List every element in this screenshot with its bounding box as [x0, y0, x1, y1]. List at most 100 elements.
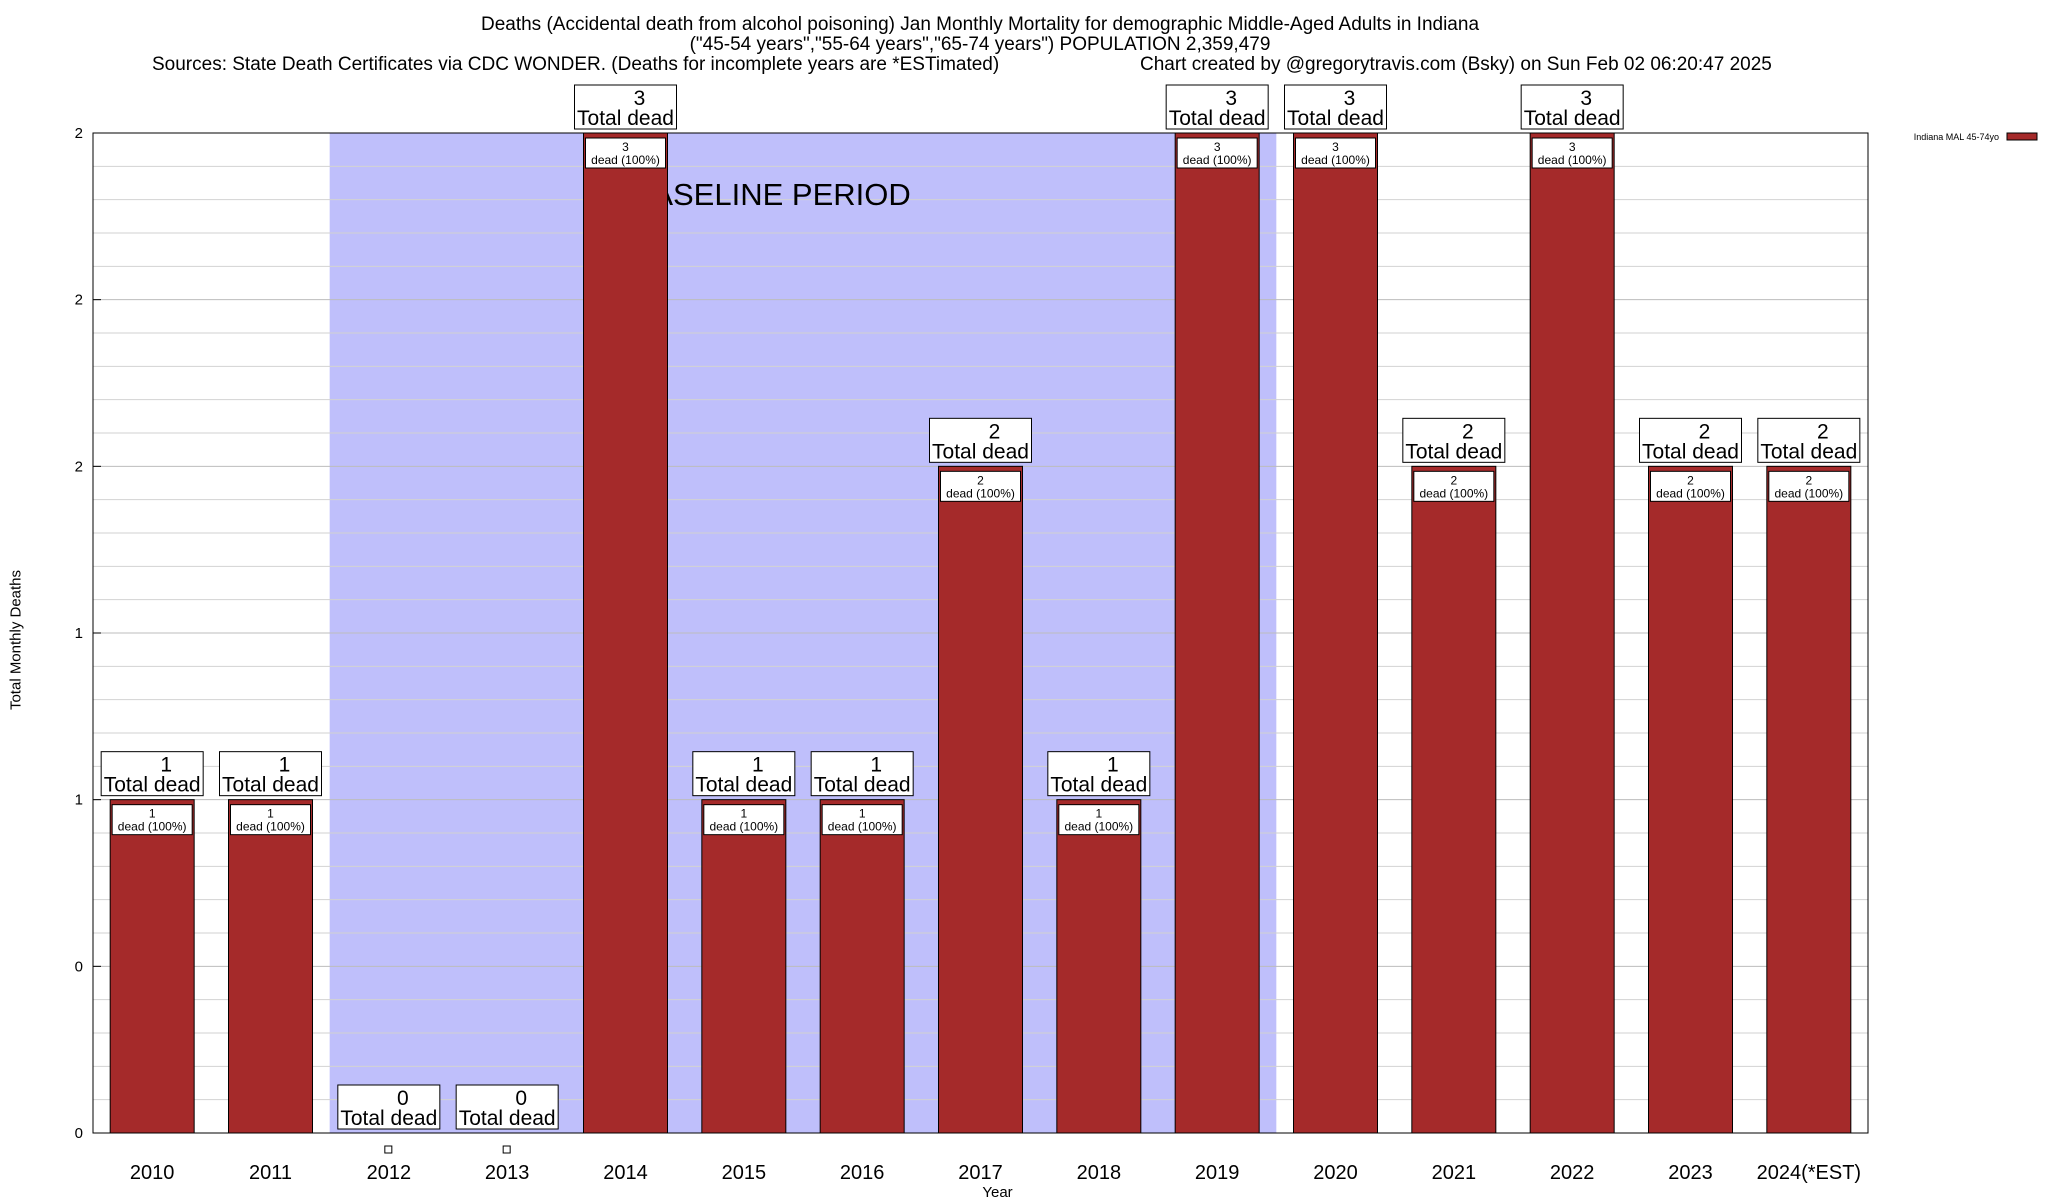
- x-tick-label: 2022: [1550, 1162, 1595, 1184]
- x-tick-label: 2014: [603, 1162, 648, 1184]
- bar-segment-value: 3: [1332, 140, 1339, 154]
- x-tick-label: 2021: [1432, 1162, 1477, 1184]
- total-label: Total dead: [340, 1107, 437, 1130]
- bar-segment-value: 1: [267, 807, 274, 821]
- total-label-box: [1639, 417, 1742, 463]
- bar: [1648, 465, 1733, 1134]
- bar-segment-label: dead (100%): [828, 820, 897, 834]
- bar-segment-label-box: [703, 804, 785, 836]
- x-tick-label: 2010: [130, 1162, 175, 1184]
- total-label-box: [100, 751, 204, 797]
- total-label: Total dead: [104, 774, 201, 797]
- total-label-box: [929, 417, 1032, 463]
- x-tick-label: 2012: [367, 1162, 412, 1184]
- total-value: 0: [515, 1087, 527, 1110]
- bar-segment-value: 1: [859, 807, 866, 821]
- bar-segment-value: 2: [1450, 473, 1457, 487]
- chart-title-line1: Deaths (Accidental death from alcohol po…: [480, 14, 1480, 35]
- total-label: Total dead: [222, 774, 319, 797]
- bar-segment-label: dead (100%): [1064, 820, 1133, 834]
- bar: [228, 799, 313, 1134]
- chart-title-line2: ("45-54 years","55-64 years","65-74 year…: [689, 34, 1271, 55]
- y-tick-label: 1: [75, 625, 83, 642]
- total-label-box: [1165, 84, 1269, 130]
- x-tick-label: 2019: [1195, 1162, 1240, 1184]
- y-axis-label-wrap: Total Monthly Deaths: [4, 560, 28, 720]
- total-label-box: [455, 1084, 559, 1130]
- total-label-box: [692, 751, 796, 797]
- bar-segment-label-box: [111, 804, 193, 836]
- x-tick-label: 2017: [958, 1162, 1003, 1184]
- total-label: Total dead: [695, 774, 792, 797]
- x-tick-label: 2016: [840, 1162, 885, 1184]
- total-label: Total dead: [1169, 107, 1266, 130]
- bar-segment-label: dead (100%): [1774, 486, 1843, 500]
- bar-segment-label-box: [1058, 804, 1140, 836]
- total-label: Total dead: [1405, 440, 1502, 463]
- total-label: Total dead: [932, 440, 1029, 463]
- total-label: Total dead: [1642, 440, 1739, 463]
- legend-swatch: [2006, 132, 2038, 141]
- bar-segment-label: dead (100%): [946, 486, 1015, 500]
- bar: [1293, 132, 1378, 1134]
- y-tick-label: 2: [75, 292, 83, 309]
- y-axis-label: Total Monthly Deaths: [7, 569, 25, 711]
- x-tick-label: 2023: [1668, 1162, 1713, 1184]
- y-tick-label: 1: [75, 792, 83, 809]
- bar-segment-label: dead (100%): [1419, 486, 1488, 500]
- total-value: 1: [752, 754, 764, 777]
- total-value: 1: [160, 754, 172, 777]
- bar-segment-label: dead (100%): [1656, 486, 1725, 500]
- bar-segment-label-box: [230, 804, 311, 836]
- y-tick-label: 2: [75, 458, 83, 475]
- chart-credit: Chart created by @gregorytravis.com (Bsk…: [1140, 54, 1772, 75]
- total-value: 1: [1107, 754, 1119, 777]
- zero-marker: [502, 1145, 511, 1154]
- total-value: 2: [1817, 420, 1829, 443]
- x-tick-label: 2015: [722, 1162, 767, 1184]
- bar-segment-label-box: [1768, 470, 1850, 502]
- total-label: Total dead: [577, 107, 674, 130]
- bar: [109, 799, 195, 1134]
- bar: [1056, 799, 1142, 1134]
- x-tick-label: 2020: [1313, 1162, 1358, 1184]
- x-axis-label: Year: [982, 1184, 1012, 1200]
- bar-segment-value: 3: [622, 140, 629, 154]
- bar-segment-label: dead (100%): [1301, 153, 1370, 167]
- x-tick-label: 2024(*EST): [1757, 1162, 1862, 1184]
- total-label: Total dead: [459, 1107, 556, 1130]
- total-label-box: [1047, 751, 1151, 797]
- total-label: Total dead: [1050, 774, 1147, 797]
- total-label-box: [1402, 417, 1506, 463]
- bar-segment-label-box: [585, 137, 666, 169]
- bar-segment-value: 1: [1095, 807, 1102, 821]
- bar: [1766, 465, 1852, 1134]
- x-tick-label: 2011: [249, 1162, 292, 1184]
- bar: [701, 799, 787, 1134]
- bar-segment-label-box: [1650, 470, 1731, 502]
- bar: [938, 465, 1023, 1134]
- total-value: 2: [1699, 420, 1711, 443]
- total-label: Total dead: [1760, 440, 1857, 463]
- bar-segment-label: dead (100%): [591, 153, 660, 167]
- total-label-box: [574, 84, 677, 130]
- total-label-box: [1757, 417, 1861, 463]
- y-tick-label: 0: [75, 1125, 83, 1142]
- bar-segment-value: 1: [149, 807, 156, 821]
- total-label-box: [1284, 84, 1387, 130]
- bar-segment-value: 2: [1687, 473, 1694, 487]
- total-value: 1: [279, 754, 291, 777]
- total-label-box: [1520, 84, 1624, 130]
- bar-segment-label-box: [821, 804, 903, 836]
- total-label-box: [219, 751, 322, 797]
- bar: [583, 132, 668, 1134]
- baseline-period-label: BASELINE PERIOD: [632, 177, 911, 212]
- total-label-box: [810, 751, 914, 797]
- bar: [1529, 132, 1615, 1134]
- total-value: 3: [1225, 87, 1237, 110]
- bar-segment-value: 2: [977, 473, 984, 487]
- total-label: Total dead: [1287, 107, 1384, 130]
- legend-label: Indiana MAL 45-74yo: [1914, 132, 1999, 142]
- total-value: 2: [1462, 420, 1474, 443]
